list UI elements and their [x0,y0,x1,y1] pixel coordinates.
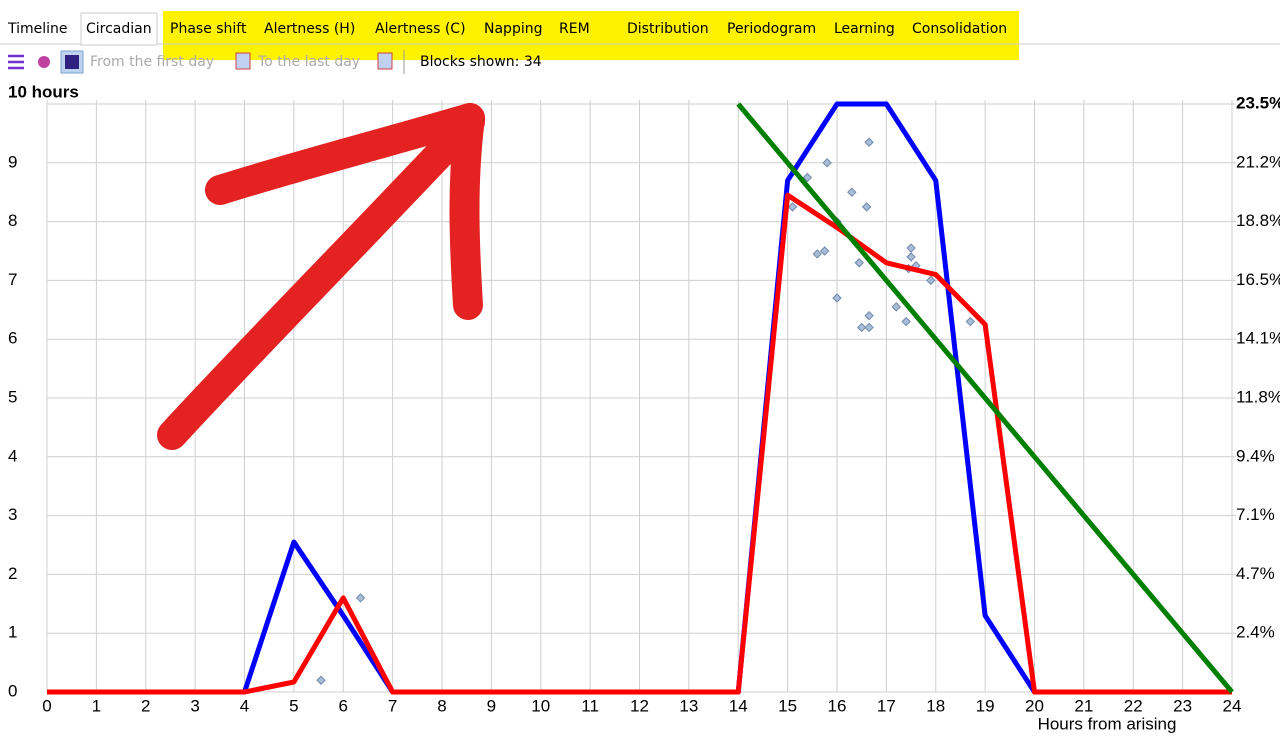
x-tick-label: 13 [679,696,698,715]
y2-tick-label: 18.8% [1236,211,1280,230]
y2-tick-label: 4.7% [1236,564,1275,583]
scatter-point [864,322,874,333]
y2-tick-label: 16.5% [1236,270,1280,289]
x-tick-label: 18 [926,696,945,715]
scatter-point [864,310,874,321]
x-tick-label: 9 [487,696,496,715]
y2-tick-label: 7.1% [1236,505,1275,524]
x-tick-label: 12 [630,696,649,715]
x-tick-label: 23 [1173,696,1192,715]
y-tick-label: 7 [8,270,17,289]
y2-tick-label: 14.1% [1236,329,1280,348]
y-tick-label: 6 [8,329,17,348]
x-tick-label: 10 [531,696,550,715]
tab[interactable]: Timeline [7,21,68,37]
y-tick-label: 1 [8,623,17,642]
y-tick-label: 10 hours [8,82,79,101]
x-tick-label: 21 [1074,696,1093,715]
scatter-point [819,246,830,256]
scatter-point [856,322,867,333]
scatter-point [864,137,874,147]
x-tick-label: 8 [437,696,446,715]
y-tick-label: 9 [8,152,17,171]
x-axis-label: Hours from arising [1038,714,1177,733]
x-tick-label: 5 [289,696,298,715]
tab[interactable]: REM [559,21,590,37]
tab[interactable]: Learning [834,21,895,37]
scatter-point [861,202,872,212]
y-tick-label: 3 [8,505,17,524]
scatter-point [906,243,916,253]
x-tick-label: 17 [877,696,896,715]
tab[interactable]: Periodogram [727,21,816,37]
line-series [47,192,1232,695]
tab[interactable]: Alertness (H) [264,21,355,37]
scatter-point [787,202,798,212]
scatter-point [355,593,366,603]
x-tick-label: 1 [92,696,101,715]
y-tick-label: 0 [8,681,17,700]
highlight [163,11,1019,60]
toolbar-icons [8,50,405,74]
blocks-count: Blocks shown: 34 [420,54,542,70]
x-tick-label: 2 [141,696,150,715]
scatter-point [901,316,911,327]
x-tick-label: 6 [339,696,348,715]
y2-tick-label: 11.8% [1236,387,1280,406]
tab[interactable]: Consolidation [912,21,1007,37]
x-tick-label: 19 [976,696,995,715]
y-tick-label: 5 [8,387,17,406]
line-series [736,102,1234,694]
x-tick-label: 0 [42,696,51,715]
x-tick-label: 15 [778,696,797,715]
scatter-point [926,275,936,286]
to-button[interactable]: To the last day [257,54,360,70]
x-tick-label: 16 [828,696,847,715]
y-tick-label: 2 [8,564,17,583]
from-button[interactable]: From the first day [90,54,214,70]
tab[interactable]: Alertness (C) [375,21,466,37]
x-tick-label: 3 [190,696,199,715]
x-tick-label: 14 [729,696,748,715]
y2-tick-label: 9.4% [1236,446,1275,465]
annotation-arrow [157,103,485,450]
x-tick-label: 11 [581,696,599,715]
active-tab-bg [80,12,158,46]
tab[interactable]: Phase shift [170,21,247,37]
x-tick-label: 4 [240,696,249,715]
scatter-point [854,258,864,268]
y2-tick-label: 2.4% [1236,623,1275,642]
scatter-point [906,252,916,262]
scatter-point [316,675,326,685]
y-tick-label: 8 [8,211,17,230]
scatter-point [822,158,832,168]
x-tick-label: 24 [1223,696,1242,715]
x-tick-label: 20 [1025,696,1044,715]
scatter-point [802,172,813,183]
y2-tick-label: 21.2% [1236,152,1280,171]
x-tick-label: 22 [1124,696,1143,715]
x-tick-label: 7 [388,696,397,715]
scatter-point [891,302,901,312]
tab[interactable]: Napping [484,21,542,37]
scatter-point [812,249,822,259]
y2-tick-label: 23.5% [1236,93,1280,112]
y-tick-label: 4 [8,446,17,465]
tab[interactable]: Circadian [86,21,152,37]
tab[interactable]: Distribution [627,21,709,37]
scatter-point [832,293,842,303]
scatter-point [847,187,857,197]
scatter-point [965,316,976,327]
